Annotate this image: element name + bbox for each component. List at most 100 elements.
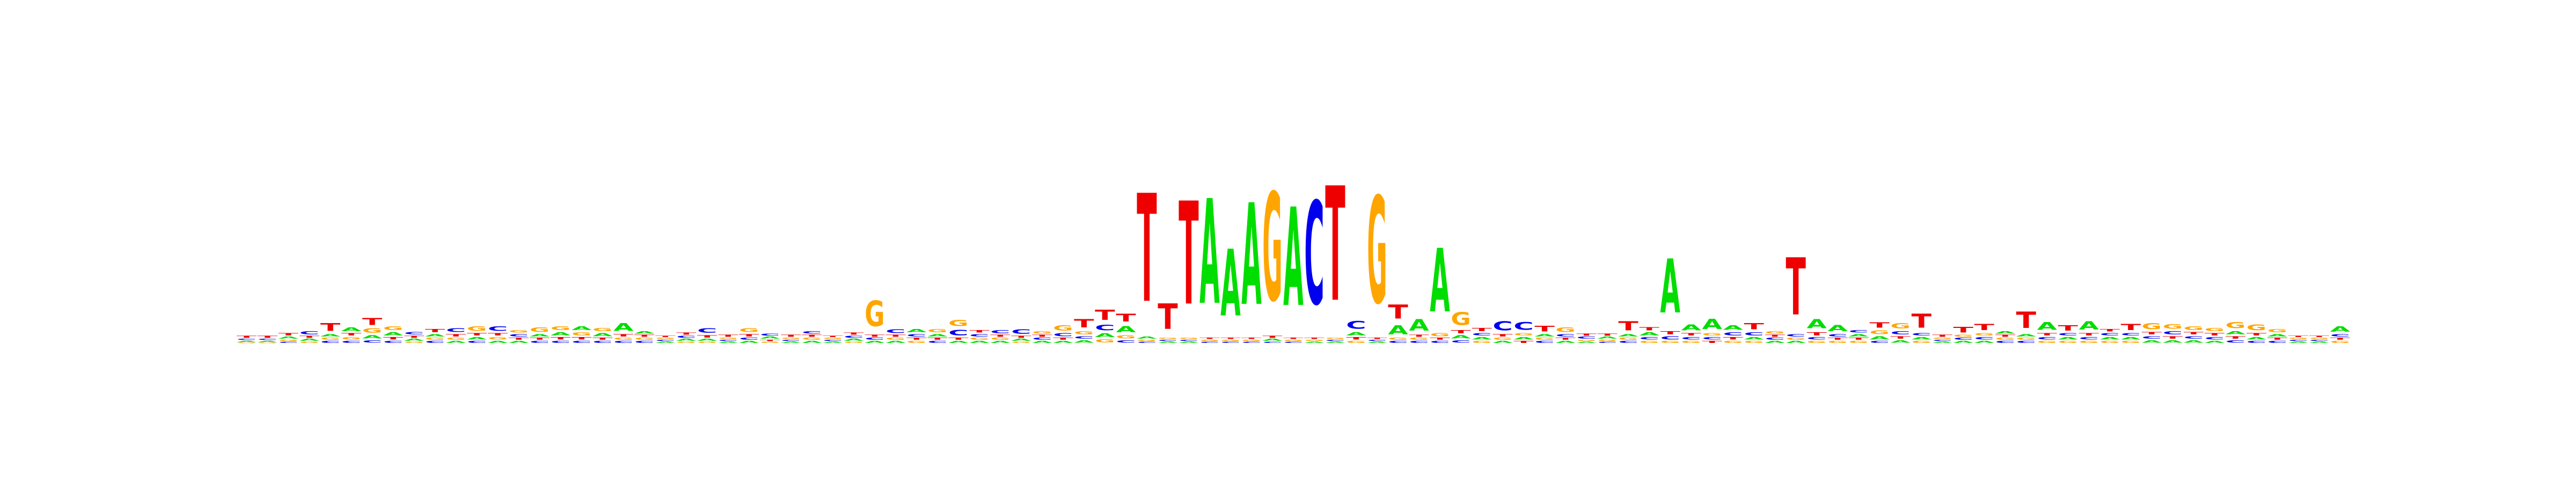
logo-letter-T: T <box>1053 338 1073 341</box>
logo-letter-C: C <box>404 331 424 335</box>
logo-letter-C: C <box>844 335 863 339</box>
logo-letter-T: T <box>467 332 487 336</box>
logo-letter-C: C <box>718 339 738 341</box>
logo-letter-G: G <box>1179 338 1198 340</box>
logo-letter-G: G <box>2309 338 2329 340</box>
logo-letter-T: T <box>969 330 990 333</box>
logo-letter-G: G <box>1346 340 1366 343</box>
logo-letter-G: G <box>1534 338 1554 341</box>
logo-letter-G: G <box>781 338 801 340</box>
logo-letter-T: T <box>1304 338 1324 340</box>
logo-letter-A: A <box>1744 336 1764 341</box>
logo-letter-G: G <box>1451 309 1470 330</box>
logo-letter-A: A <box>1199 170 1219 338</box>
logo-letter-A: A <box>1367 341 1387 343</box>
logo-letter-C: C <box>2142 335 2162 340</box>
logo-letter-C: C <box>425 340 445 343</box>
logo-letter-C: C <box>1995 340 2015 343</box>
logo-letter-C: C <box>592 340 612 343</box>
logo-letter-C: C <box>2226 339 2245 343</box>
logo-letter-A: A <box>2016 333 2037 338</box>
logo-letter-G: G <box>362 327 382 334</box>
logo-letter-C: C <box>1702 336 1722 341</box>
logo-letter-T: T <box>1492 333 1513 337</box>
logo-letter-C: C <box>2016 340 2036 343</box>
logo-letter-T: T <box>1891 335 1911 339</box>
logo-letter-C: C <box>969 333 989 338</box>
logo-letter-G: G <box>488 336 508 341</box>
logo-letter-G: G <box>927 328 947 333</box>
logo-letter-G: G <box>425 338 445 341</box>
logo-letter-G: G <box>279 339 298 341</box>
logo-letter-T: T <box>1702 340 1722 343</box>
logo-letter-T: T <box>1974 322 1995 332</box>
logo-letter-C: C <box>1933 339 1952 341</box>
logo-letter-T: T <box>1199 338 1220 340</box>
logo-letter-G: G <box>1430 332 1450 337</box>
logo-letter-G: G <box>1576 339 1596 341</box>
logo-letter-G: G <box>404 341 424 343</box>
logo-letter-G: G <box>1137 339 1157 341</box>
logo-letter-T: T <box>885 334 906 338</box>
logo-letter-C: C <box>906 333 926 338</box>
logo-letter-A: A <box>1513 336 1534 341</box>
logo-letter-T: T <box>823 335 843 338</box>
logo-letter-G: G <box>1304 339 1324 341</box>
logo-letter-G: G <box>2121 340 2141 343</box>
logo-letter-T: T <box>383 336 404 340</box>
logo-letter-G: G <box>572 331 591 336</box>
logo-letter-T: T <box>1995 334 2016 338</box>
logo-letter-A: A <box>1472 336 1492 341</box>
logo-letter-G: G <box>1409 338 1429 341</box>
logo-letter-C: C <box>488 325 508 332</box>
logo-letter-G: G <box>446 338 466 341</box>
logo-letter-T: T <box>1555 338 1576 341</box>
logo-letter-C: C <box>865 338 884 341</box>
logo-letter-A: A <box>1179 341 1199 343</box>
logo-letter-A: A <box>2288 341 2309 343</box>
logo-letter-T: T <box>1744 321 1764 331</box>
logo-letter-A: A <box>1555 340 1576 343</box>
logo-letter-G: G <box>802 338 822 341</box>
logo-letter-T: T <box>760 339 780 341</box>
logo-letter-G: G <box>1241 339 1261 341</box>
logo-letter-C: C <box>1849 329 1869 333</box>
logo-letter-G: G <box>718 338 738 340</box>
logo-letter-A: A <box>2205 340 2225 343</box>
logo-letter-C: C <box>530 340 550 343</box>
logo-letter-A: A <box>739 340 759 343</box>
logo-letter-A: A <box>258 340 278 342</box>
logo-letter-T: T <box>1807 332 1827 336</box>
logo-letter-A: A <box>865 340 885 343</box>
logo-letter-T: T <box>1095 307 1115 323</box>
logo-letter-T: T <box>2288 335 2309 338</box>
logo-letter-G: G <box>1995 338 2015 341</box>
